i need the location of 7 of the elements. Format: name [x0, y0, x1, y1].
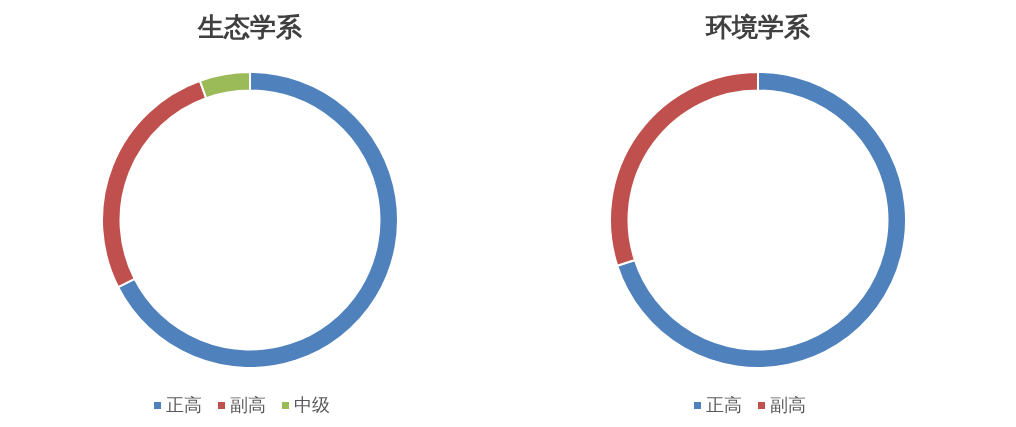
chart-title: 环境学系 — [705, 12, 811, 42]
legend-label: 中级 — [294, 394, 330, 415]
legend-label: 正高 — [706, 394, 742, 415]
chart-title: 生态学系 — [197, 12, 303, 42]
legend-label: 正高 — [166, 394, 202, 415]
legend-label: 副高 — [230, 394, 266, 415]
legend-label: 副高 — [770, 394, 806, 415]
